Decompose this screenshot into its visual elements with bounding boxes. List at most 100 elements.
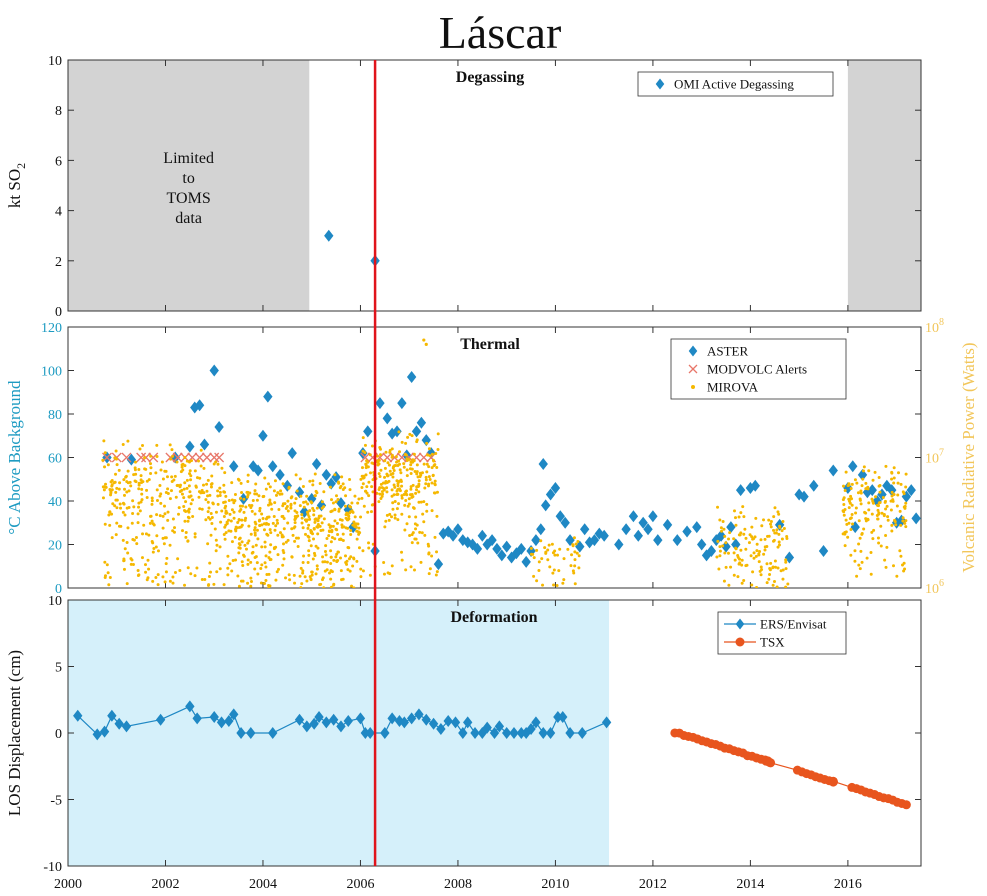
mirova-point	[150, 502, 154, 506]
mirova-point	[424, 482, 428, 486]
mirova-point	[379, 468, 383, 472]
legend-label: MIROVA	[707, 380, 759, 395]
diamond-point	[536, 523, 546, 536]
mirova-point	[889, 499, 893, 503]
mirova-point	[220, 466, 224, 470]
mirova-point	[901, 519, 905, 523]
mirova-point	[205, 489, 209, 493]
mirova-point	[728, 531, 732, 535]
mirova-point	[249, 576, 253, 580]
diamond-point	[258, 429, 268, 442]
mirova-point	[744, 536, 748, 540]
mirova-point	[348, 478, 352, 482]
mirova-point	[156, 583, 160, 587]
mirova-point	[552, 583, 556, 587]
mirova-point	[543, 546, 547, 550]
mirova-point	[732, 551, 736, 555]
mirova-point	[383, 466, 387, 470]
mirova-point	[400, 512, 404, 516]
diamond-point	[363, 425, 373, 438]
mirova-point	[353, 515, 357, 519]
diamond-point	[911, 512, 921, 525]
mirova-point	[118, 502, 122, 506]
mirova-point	[293, 581, 297, 585]
mirova-point	[332, 558, 336, 562]
diamond-point	[246, 727, 256, 739]
series-mirova	[101, 338, 908, 588]
mirova-point	[535, 579, 539, 583]
mirova-point	[532, 556, 536, 560]
mirova-point	[114, 490, 118, 494]
mirova-point	[382, 487, 386, 491]
mirova-point	[291, 533, 295, 537]
diamond-point	[114, 717, 124, 730]
diamond-point	[487, 534, 497, 547]
diamond-point	[643, 523, 653, 536]
mirova-point	[134, 472, 138, 476]
mirova-point	[425, 462, 429, 466]
mirova-point	[253, 555, 257, 559]
mirova-point	[173, 526, 177, 530]
mirova-point	[334, 494, 338, 498]
mirova-point	[765, 581, 769, 585]
diamond-point	[199, 438, 210, 451]
legend-marker	[655, 78, 665, 90]
mirova-point	[276, 553, 280, 557]
y2-tick-base: 10	[925, 452, 939, 467]
mirova-point	[896, 493, 900, 497]
mirova-point	[182, 505, 186, 509]
mirova-point	[328, 529, 332, 533]
mirova-point	[226, 573, 230, 577]
mirova-point	[340, 475, 344, 479]
mirova-point	[301, 569, 305, 573]
mirova-point	[552, 568, 556, 572]
diamond-point	[901, 490, 912, 503]
mirova-point	[883, 558, 887, 562]
mirova-point	[576, 539, 580, 543]
mirova-point	[870, 497, 874, 501]
mirova-point	[296, 545, 300, 549]
mirova-point	[566, 547, 570, 551]
mirova-point	[842, 484, 846, 488]
mirova-point	[230, 569, 234, 573]
mirova-point	[733, 558, 737, 562]
mirova-point	[250, 551, 254, 555]
mirova-point	[335, 528, 339, 532]
mirova-point	[843, 544, 847, 548]
diamond-point	[511, 547, 522, 560]
mirova-point	[365, 485, 369, 489]
mirova-point	[412, 452, 416, 456]
mirova-point	[899, 523, 903, 527]
mirova-point	[424, 342, 428, 346]
mirova-point	[345, 518, 349, 522]
mirova-point	[182, 487, 186, 491]
mirova-point	[103, 522, 107, 526]
mirova-point	[303, 575, 307, 579]
mirova-point	[328, 485, 332, 489]
mirova-point	[139, 478, 143, 482]
mirova-point	[853, 478, 857, 482]
mirova-point	[137, 573, 141, 577]
mirova-point	[130, 521, 134, 525]
mirova-point	[737, 562, 741, 566]
mirova-point	[267, 503, 271, 507]
y-tick-label: 40	[48, 495, 62, 510]
panel-title: Deformation	[450, 609, 537, 626]
mirova-point	[108, 488, 112, 492]
mirova-point	[721, 544, 725, 548]
mirova-point	[352, 520, 356, 524]
diamond-point	[92, 728, 102, 741]
mirova-point	[155, 443, 159, 447]
diamond-point	[302, 720, 312, 733]
mirova-point	[127, 489, 131, 493]
mirova-point	[322, 505, 326, 509]
mirova-point	[858, 536, 862, 540]
mirova-point	[886, 518, 890, 522]
mirova-point	[892, 476, 896, 480]
mirova-point	[331, 524, 335, 528]
mirova-point	[108, 576, 112, 580]
mirova-point	[183, 583, 187, 587]
mirova-point	[232, 516, 236, 520]
mirova-point	[223, 471, 227, 475]
mirova-point	[123, 487, 127, 491]
